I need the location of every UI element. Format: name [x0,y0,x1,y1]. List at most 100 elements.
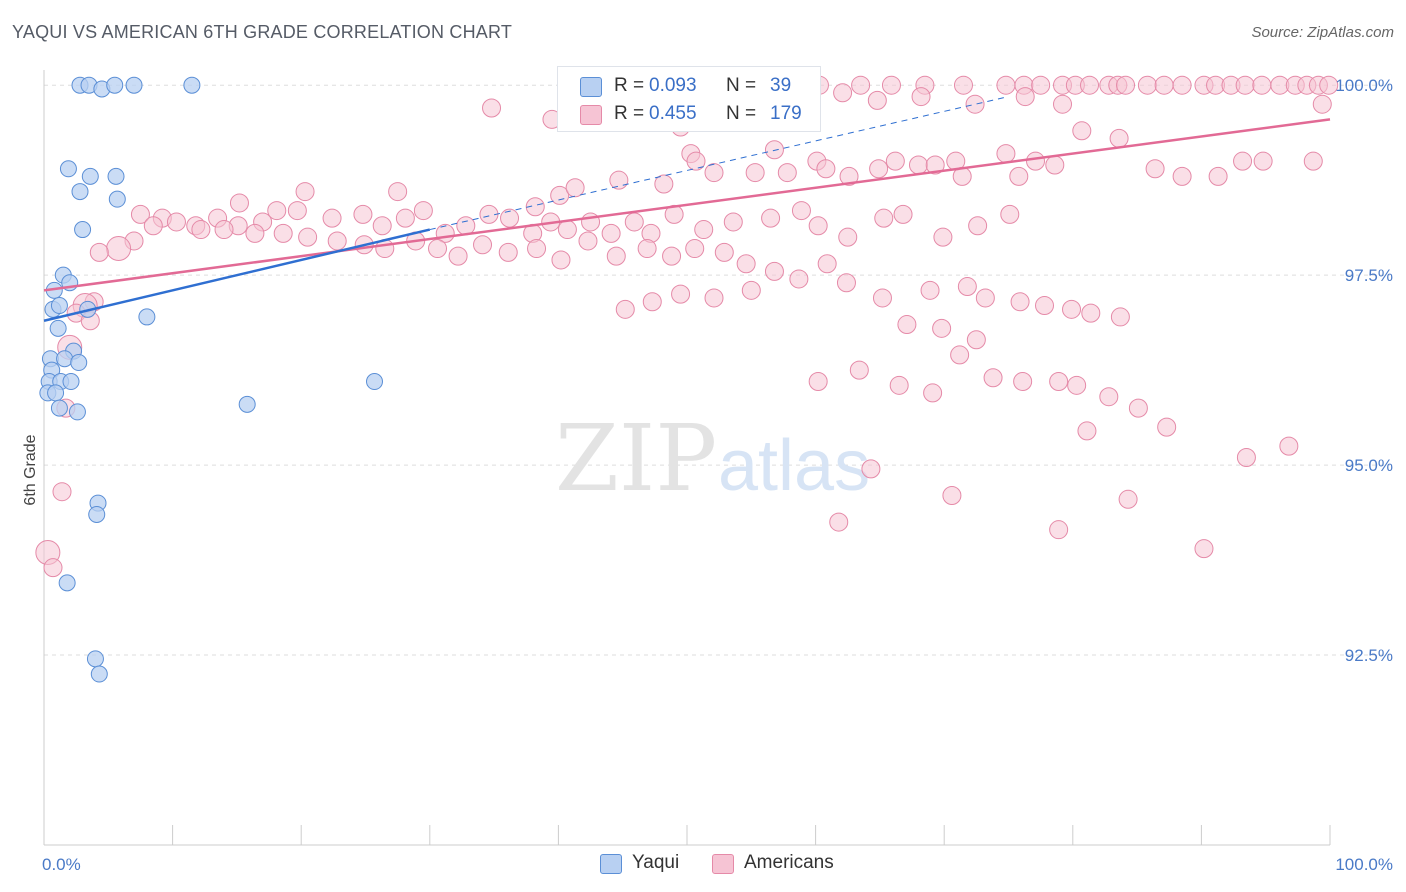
americans-point [1072,121,1092,141]
yaqui-swatch [580,77,602,97]
americans-point [764,261,784,281]
americans-point [849,360,869,380]
americans-point [851,75,871,95]
americans-point [704,288,724,308]
americans-point [1145,159,1165,179]
tick-labels: 92.5% 95.0% 97.5% 100.0% 0.0% 100.0% [42,76,1393,874]
americans-point [838,227,858,247]
americans-point [428,239,448,259]
legend-box: R = 0.093 N = 39 R = 0.455 N = 179 [557,66,821,132]
y-tick-label: 95.0% [1345,456,1393,475]
source-label: Source: ZipAtlas.com [1251,24,1394,41]
americans-point [557,220,577,240]
yaqui-point [366,373,384,391]
americans-point [287,201,307,221]
yaqui-point [49,319,67,337]
americans-point [166,212,186,232]
americans-point [975,288,995,308]
americans-point [1067,375,1087,395]
legend-n-value: 179 [770,103,802,124]
americans-point [745,163,765,183]
americans-point [130,204,150,224]
yaqui-point [125,76,143,94]
americans-point [950,345,970,365]
americans-point [637,239,657,259]
americans-swatch [580,105,602,125]
americans-point [1026,151,1046,171]
yaqui-point [108,190,126,208]
americans-point [867,90,887,110]
yaqui-point [106,76,124,94]
yaqui-point [59,160,77,178]
americans-point [1236,448,1256,467]
americans-point [872,288,892,308]
americans-point [1013,372,1033,392]
americans-point [43,558,63,578]
americans-point [911,87,931,107]
americans-point [723,212,743,232]
americans-point [869,159,889,179]
americans-point [654,174,674,194]
americans-point [925,155,945,175]
americans-point [624,212,644,232]
americans-point [601,223,621,243]
americans-point [456,216,476,236]
y-axis-title: 6th Grade [22,434,39,505]
americans-point [704,163,724,183]
americans-point [1128,398,1148,418]
americans-point [1154,75,1174,95]
americans-point [932,318,952,338]
legend-r-value: 0.093 [649,75,697,96]
americans-point [525,197,545,217]
americans-point [996,144,1016,164]
americans-point [885,151,905,171]
x-tick-label: 100.0% [1335,855,1393,874]
americans-point [1157,417,1177,437]
americans-point [764,140,784,160]
chart-title: YAQUI VS AMERICAN 6TH GRADE CORRELATION … [12,22,513,42]
americans-point [1252,75,1272,95]
americans-point [143,216,163,236]
legend-n-label: N = [726,75,757,96]
yaqui-point [50,399,68,417]
americans-point [214,220,234,240]
americans-point [565,178,585,198]
americans-point [1081,303,1101,323]
yaqui-point [71,183,89,201]
americans-point [1233,151,1253,171]
americans-point [322,208,342,228]
yaqui-point [183,76,201,94]
yaqui-trend-line [43,228,431,322]
americans-point [996,75,1016,95]
americans-point [741,280,761,300]
americans-point [1077,421,1097,441]
axes [43,70,1331,846]
legend-r-label: R = [614,103,645,124]
americans-point [1080,75,1100,95]
americans-point [968,216,988,236]
americans-point [908,155,928,175]
americans-point [245,223,265,243]
americans-point [920,280,940,300]
legend-n-label: N = [726,103,757,124]
americans-point [353,204,373,224]
americans-point [789,269,809,289]
americans-point [833,83,853,103]
americans-point [1062,299,1082,319]
americans-point [527,239,547,259]
americans-point [229,193,249,213]
americans-point [388,182,408,202]
americans-point [1319,75,1339,95]
americans-point [933,227,953,247]
americans-point [1172,166,1192,186]
legend-r-value: 0.455 [649,103,697,124]
americans-point [736,254,756,274]
legend-row-americans: R = 0.455 N = 179 [558,101,820,129]
watermark-atlas: atlas [718,426,870,506]
yaqui-point [238,395,256,413]
americans-point [957,277,977,297]
grid-lines [44,84,1390,656]
yaqui-point [68,403,86,421]
americans-point [808,216,828,236]
